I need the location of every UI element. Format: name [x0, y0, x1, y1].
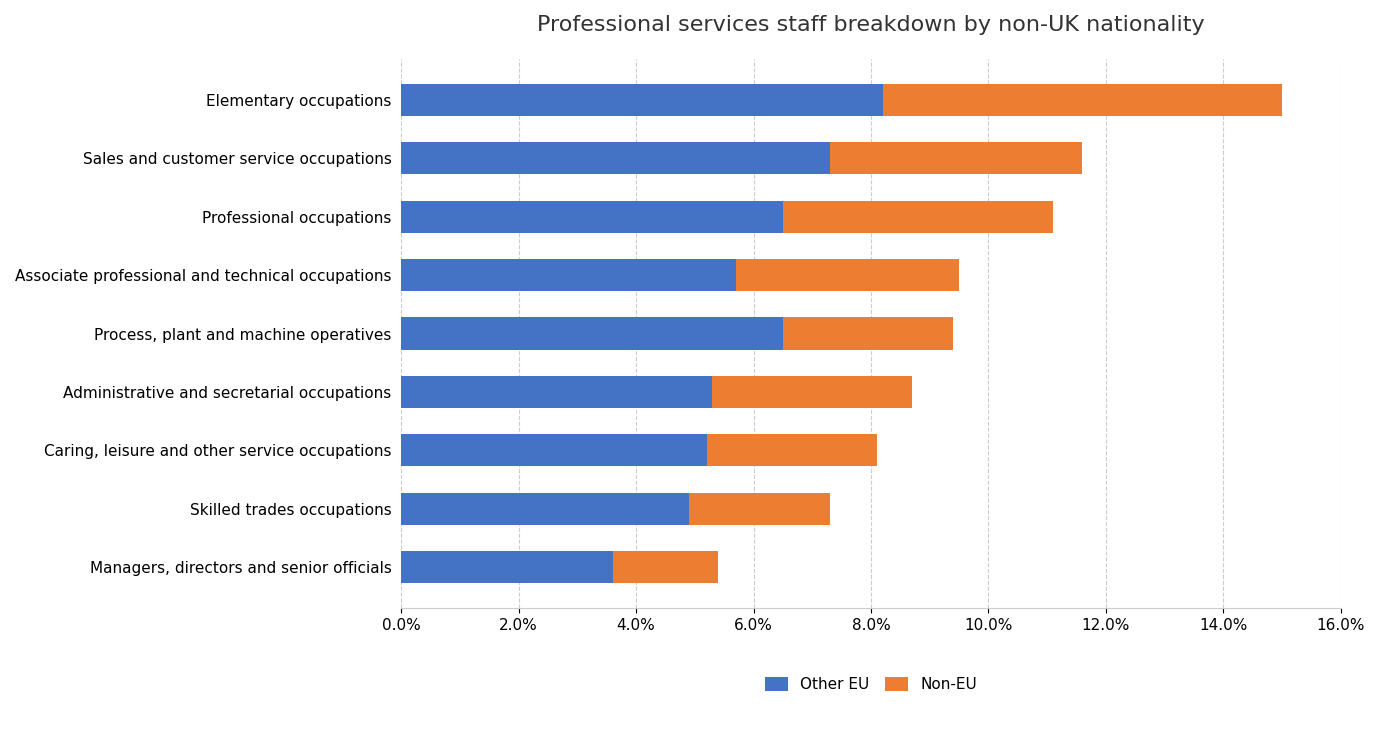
Title: Professional services staff breakdown by non-UK nationality: Professional services staff breakdown by… [537, 15, 1205, 35]
Bar [402, 201, 782, 233]
Bar [689, 493, 829, 525]
Bar [613, 551, 719, 584]
Bar [712, 376, 912, 408]
Bar [402, 434, 707, 467]
Bar [402, 259, 736, 291]
Bar [402, 317, 782, 350]
Bar [402, 551, 613, 584]
Bar [829, 143, 1082, 174]
Bar [782, 201, 1053, 233]
Bar [402, 376, 712, 408]
Bar [782, 317, 954, 350]
Bar [402, 84, 883, 116]
Bar [402, 493, 689, 525]
Bar [883, 84, 1282, 116]
Legend: Other EU, Non-EU: Other EU, Non-EU [759, 671, 983, 698]
Bar [736, 259, 959, 291]
Bar [402, 143, 829, 174]
Bar [707, 434, 876, 467]
